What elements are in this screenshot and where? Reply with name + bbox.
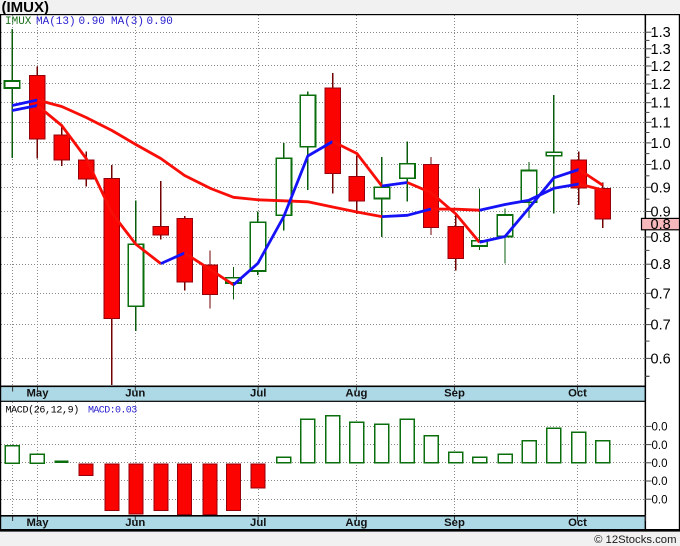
svg-text:1.1: 1.1 (651, 96, 671, 112)
svg-text:(IMUX): (IMUX) (2, 0, 50, 16)
svg-text:Jul: Jul (250, 388, 266, 400)
svg-text:0.0: 0.0 (652, 494, 668, 506)
svg-text:1.3: 1.3 (651, 42, 671, 58)
svg-text:MACD(26,12,9): MACD(26,12,9) (6, 405, 79, 417)
svg-text:Sep: Sep (444, 388, 465, 400)
svg-text:1.1: 1.1 (651, 115, 671, 131)
svg-text:Sep: Sep (444, 517, 465, 529)
svg-text:0.6: 0.6 (651, 351, 671, 367)
svg-text:0.0: 0.0 (652, 458, 668, 470)
svg-text:© 12Stocks.com: © 12Stocks.com (594, 534, 676, 546)
svg-text:Aug: Aug (345, 388, 367, 400)
svg-text:May: May (27, 517, 50, 529)
svg-text:MA(13): MA(13) (36, 16, 76, 28)
svg-text:Jun: Jun (125, 517, 145, 529)
svg-text:0.0: 0.0 (652, 476, 668, 488)
svg-text:1.0: 1.0 (651, 158, 671, 174)
svg-text:1.2: 1.2 (651, 77, 671, 93)
svg-text:Oct: Oct (568, 517, 587, 529)
svg-text:0.0: 0.0 (652, 440, 668, 452)
svg-text:1.3: 1.3 (651, 25, 671, 41)
svg-text:MA(3): MA(3) (111, 16, 144, 28)
svg-text:0.7: 0.7 (651, 318, 671, 334)
svg-text:0.7: 0.7 (651, 286, 671, 302)
svg-text:0.90: 0.90 (147, 16, 173, 28)
svg-text:MACD:0.03: MACD:0.03 (88, 406, 137, 417)
svg-text:IMUX: IMUX (5, 16, 32, 28)
svg-text:1.0: 1.0 (651, 136, 671, 152)
svg-text:Jul: Jul (250, 517, 266, 529)
svg-text:Jun: Jun (125, 388, 145, 400)
svg-text:0.8: 0.8 (651, 217, 671, 233)
svg-text:May: May (27, 388, 50, 400)
svg-text:Aug: Aug (345, 517, 367, 529)
svg-text:Oct: Oct (568, 388, 587, 400)
svg-text:0.8: 0.8 (651, 257, 671, 273)
svg-text:0.9: 0.9 (651, 180, 671, 196)
svg-text:0.0: 0.0 (652, 422, 668, 434)
svg-text:0.90: 0.90 (79, 16, 105, 28)
svg-text:0.9: 0.9 (651, 205, 671, 221)
svg-text:1.2: 1.2 (651, 59, 671, 75)
svg-text:0.8: 0.8 (651, 230, 671, 246)
